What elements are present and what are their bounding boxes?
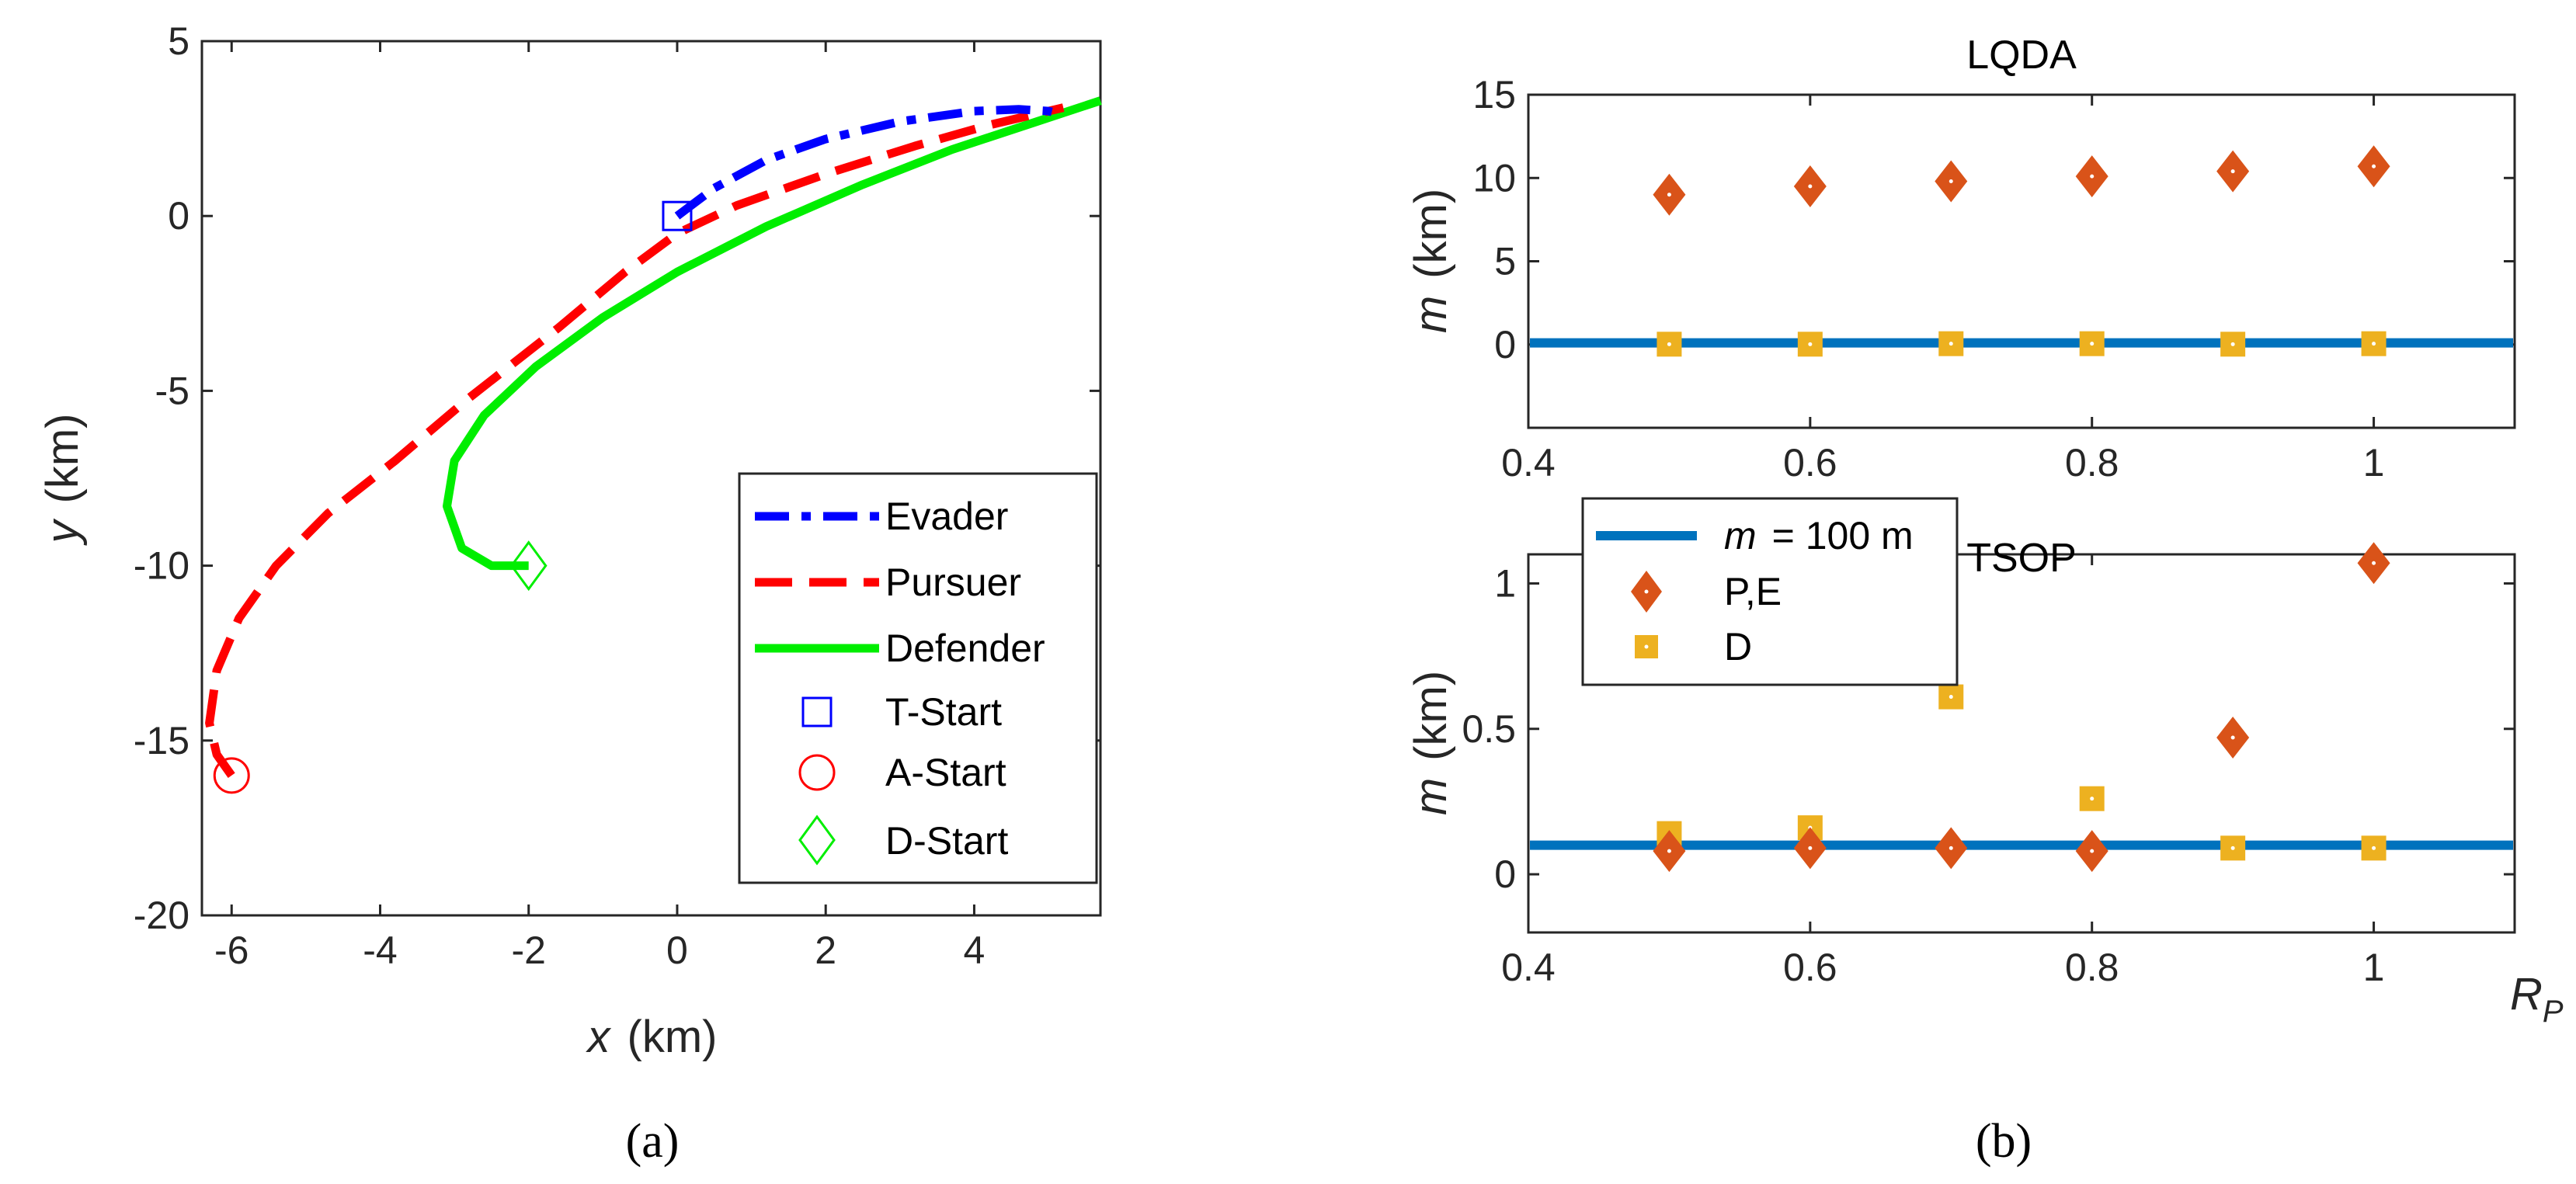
x-tick-label-a-4: 2 [815,929,836,972]
point-pe-dot-bt-5 [2372,164,2376,168]
panel-b-top: LQDA 0.4 0.6 0.8 1 15 10 5 0 m(km) [1406,33,2516,484]
y-tick-label-bt-0: 15 [1472,73,1516,116]
x-tick-label-bt-1: 0.6 [1783,441,1837,484]
panel-b-bottom: TSOP 0.4 0.6 0.8 1 1 0.5 0 m(km) RP (b) m = 100… [1406,497,2564,1168]
y-tick-label-a-2: -5 [155,369,189,412]
y-axis-label-b-bottom: m(km) [1406,671,1456,815]
plot-b-bottom-title: TSOP [1966,536,2077,581]
point-pe-dot-bt-1 [1808,184,1813,189]
plot-b-top-title: LQDA [1966,33,2077,78]
y-tick-label-bb-1: 0.5 [1462,707,1516,751]
y-axis-label-b-top: m(km) [1406,189,1456,333]
x-tick-label-bb-3: 1 [2363,946,2385,989]
legend-pe-label: P,E [1724,570,1782,613]
x-tick-label-bt-0: 0.4 [1501,441,1556,484]
point-d-dot-bt-3 [2090,342,2095,346]
x-axis-label-b: RP [2510,969,2564,1029]
point-pe-dot-bt-3 [2090,174,2095,179]
y-tick-label-a-1: 0 [168,194,189,238]
legend-evader-label: Evader [885,495,1008,538]
point-d-dot-bb-2 [1949,695,1953,700]
y-tick-label-bt-1: 10 [1472,156,1516,200]
x-tick-label-bb-1: 0.6 [1783,946,1837,989]
point-pe-dot-bb-3 [2090,849,2095,853]
y-tick-label-bt-2: 5 [1494,240,1516,283]
x-tick-label-a-2: -2 [511,929,545,972]
legend-d-label: D [1724,625,1752,668]
point-d-dot-bb-5 [2372,845,2376,850]
point-pe-dot-bt-2 [1949,179,1953,184]
point-d-dot-bb-3 [2090,797,2095,801]
y-tick-label-a-3: -10 [134,544,189,588]
caption-a: (a) [626,1115,680,1168]
x-tick-label-a-3: 0 [666,929,688,972]
x-tick-label-a-1: -4 [363,929,397,972]
x-tick-label-bt-2: 0.8 [2065,441,2119,484]
caption-b: (b) [1976,1115,2032,1168]
legend-pursuer-label: Pursuer [885,561,1021,604]
point-pe-dot-bt-0 [1667,193,1671,197]
point-d-dot-bt-5 [2372,342,2376,346]
legend-tstart-label: T-Start [885,690,1002,734]
panel-a: -6 -4 -2 0 2 450-5-10-15-20 x (km) y(km) (a) E… [37,19,1102,1168]
point-d-dot-bb-4 [2230,845,2235,850]
x-axis-label-a: x (km) [586,1012,718,1062]
legend-pe-marker-dot [1644,589,1649,594]
point-d-dot-bt-1 [1808,342,1813,346]
point-d-dot-bt-4 [2230,342,2235,346]
legend-dstart-marker [798,814,836,866]
marker-t-start [662,200,693,231]
y-tick-label-bb-2: 0 [1494,852,1516,896]
y-tick-label-bb-0: 1 [1494,561,1516,605]
y-tick-label-bt-3: 0 [1494,323,1516,366]
legend-line-label: m = 100 m [1724,514,1914,557]
x-tick-label-bt-3: 1 [2363,441,2385,484]
x-tick-label-a-0: -6 [214,929,249,972]
x-tick-label-bb-2: 0.8 [2065,946,2119,989]
legend-tstart-marker [801,696,833,727]
legend-astart-label: A-Start [885,751,1006,794]
legend-b: m = 100 m P,E D [1581,497,1959,686]
x-tick-label-bb-0: 0.4 [1501,946,1556,989]
legend-a: Evader Pursuer Defender T-Start A-Start … [738,472,1098,884]
y-tick-label-a-0: 5 [168,19,189,63]
point-pe-dot-bb-4 [2230,735,2235,740]
marker-d-start [509,540,548,592]
point-pe-dot-bb-1 [1808,845,1813,850]
point-pe-dot-bt-4 [2230,169,2235,174]
y-tick-label-a-4: -15 [134,719,189,762]
y-axis-label-a: y(km) [37,414,88,547]
point-d-dot-bt-2 [1949,342,1953,346]
series-defender-line [443,96,1102,571]
legend-d-marker-dot [1644,644,1649,649]
point-d-dot-bt-0 [1667,342,1671,346]
series-pursuer-line [205,103,1065,778]
point-pe-dot-bb-0 [1667,849,1671,853]
x-tick-label-a-5: 4 [964,929,986,972]
legend-a-box [738,472,1098,884]
point-pe-dot-bb-2 [1949,845,1953,850]
legend-dstart-label: D-Start [885,819,1008,863]
y-tick-label-a-5: -20 [134,894,189,937]
legend-astart-marker [798,754,836,791]
point-pe-dot-bb-5 [2372,561,2376,565]
legend-defender-label: Defender [885,627,1045,670]
marker-a-start [213,757,250,794]
plot-b-top-frame [1527,93,2516,429]
